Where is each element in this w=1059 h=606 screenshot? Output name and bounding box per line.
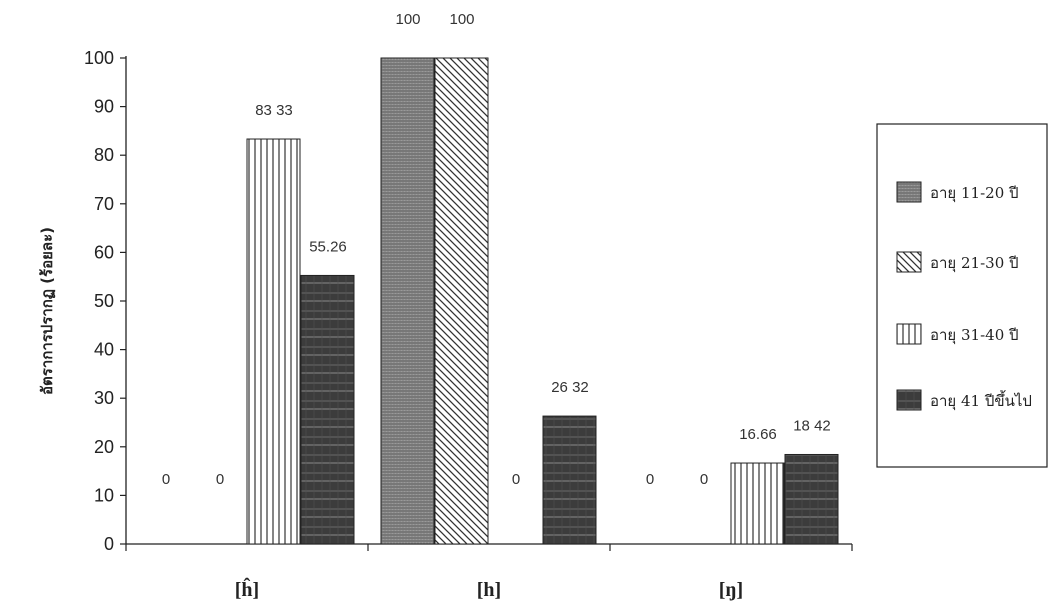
- y-tick-label: 10: [94, 485, 114, 505]
- x-tick-label: [ĥ]: [235, 576, 259, 601]
- legend-entry: อายุ 31-40 ปี: [930, 326, 1019, 345]
- y-tick-label: 20: [94, 437, 114, 457]
- y-tick-label: 70: [94, 194, 114, 214]
- legend: อายุ 11-20 ปีอายุ 21-30 ปีอายุ 31-40 ปีอ…: [876, 123, 1048, 468]
- y-axis-title: อัตราการปรากฏ (ร้อยละ): [38, 227, 56, 395]
- bar: [730, 462, 785, 545]
- y-tick-label: 0: [104, 534, 114, 554]
- x-tick-label: [ŋ]: [719, 579, 743, 601]
- y-tick-label: 50: [94, 291, 114, 311]
- legend-swatch: [896, 251, 922, 273]
- value-label: 0: [646, 471, 654, 488]
- y-tick-label: 90: [94, 97, 114, 117]
- value-labels: 0 0 83 33 55.26 100 100 0 26 32 0 0 16.66 18 42: [162, 11, 831, 488]
- value-label: 16.66: [739, 426, 777, 443]
- bar: [380, 57, 435, 545]
- value-label: 83 33: [255, 102, 293, 119]
- bar: [784, 453, 839, 545]
- value-label: 18 42: [793, 417, 831, 434]
- value-label: 0: [700, 471, 708, 488]
- bar: [300, 274, 355, 545]
- legend-entry: อายุ 41 ปีขึ้นไป: [930, 390, 1032, 411]
- value-label: 100: [449, 11, 474, 28]
- value-label: 26 32: [551, 379, 589, 396]
- x-tick-label: [h]: [477, 579, 501, 601]
- y-tick-label: 60: [94, 242, 114, 262]
- value-label: 100: [395, 11, 420, 28]
- bar: [434, 57, 489, 545]
- y-tick-label: 30: [94, 388, 114, 408]
- x-axis: [125, 543, 853, 551]
- legend-swatch: [896, 181, 922, 203]
- legend-swatch: [896, 389, 922, 411]
- category-labels: [ĥ] [h] [ŋ]: [235, 576, 743, 601]
- y-axis: 0 10 20 30 40 50 60 70 80 90 100: [84, 48, 127, 554]
- bar: [542, 415, 597, 545]
- bar: [246, 138, 301, 545]
- value-label: 0: [162, 471, 170, 488]
- y-axis-label: อัตราการปรากฏ (ร้อยละ): [38, 227, 56, 395]
- bars: [246, 57, 839, 545]
- legend-entry: อายุ 11-20 ปี: [930, 184, 1019, 203]
- value-label: 0: [216, 471, 224, 488]
- legend-swatch: [896, 323, 922, 345]
- value-label: 55.26: [309, 238, 347, 255]
- y-tick-label: 100: [84, 48, 114, 68]
- value-label: 0: [512, 471, 520, 488]
- legend-entry: อายุ 21-30 ปี: [930, 254, 1019, 273]
- legend-box: [876, 123, 1048, 468]
- y-tick-label: 80: [94, 145, 114, 165]
- y-tick-label: 40: [94, 340, 114, 360]
